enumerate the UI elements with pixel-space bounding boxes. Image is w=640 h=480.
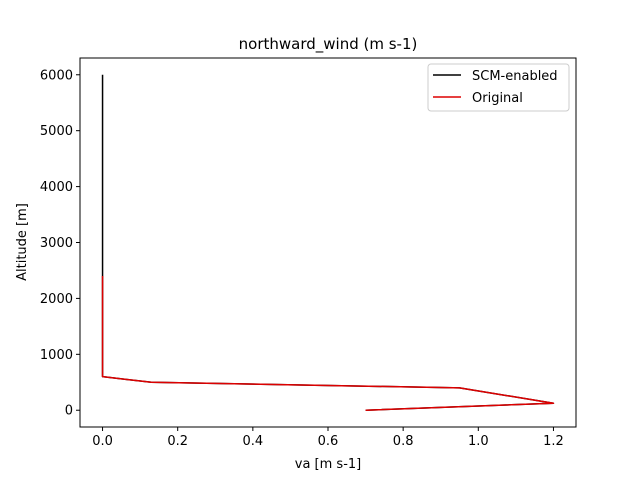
x-axis-label: va [m s-1] (295, 457, 361, 472)
legend: SCM-enabled Original (427, 63, 570, 112)
x-tick-label: 0.0 (92, 434, 113, 449)
x-axis: 0.0 0.2 0.4 0.6 0.8 1.0 1.2 (92, 427, 564, 449)
x-tick-label: 0.6 (318, 434, 339, 449)
legend-label-original: Original (472, 91, 523, 106)
x-tick-label: 1.2 (543, 434, 564, 449)
y-tick-label: 1000 (40, 348, 73, 363)
y-tick-label: 5000 (40, 124, 73, 139)
y-tick-label: 2000 (40, 292, 73, 307)
chart-title: northward_wind (m s-1) (239, 35, 418, 54)
y-axis: 0 1000 2000 3000 4000 5000 6000 (40, 68, 80, 419)
x-tick-label: 1.0 (468, 434, 489, 449)
y-tick-label: 0 (65, 404, 73, 419)
y-tick-label: 6000 (40, 68, 73, 83)
legend-box (427, 63, 570, 112)
y-axis-label: Altitude [m] (15, 203, 30, 281)
y-tick-label: 4000 (40, 180, 73, 195)
x-tick-label: 0.2 (167, 434, 188, 449)
series-line-scm-enabled (101, 74, 555, 411)
plot-frame (79, 57, 577, 428)
x-tick-label: 0.8 (393, 434, 414, 449)
series-line-original (101, 276, 555, 411)
legend-label-scm-enabled: SCM-enabled (472, 69, 558, 84)
plot-lines (101, 74, 555, 411)
x-tick-label: 0.4 (243, 434, 264, 449)
y-tick-label: 3000 (40, 236, 73, 251)
